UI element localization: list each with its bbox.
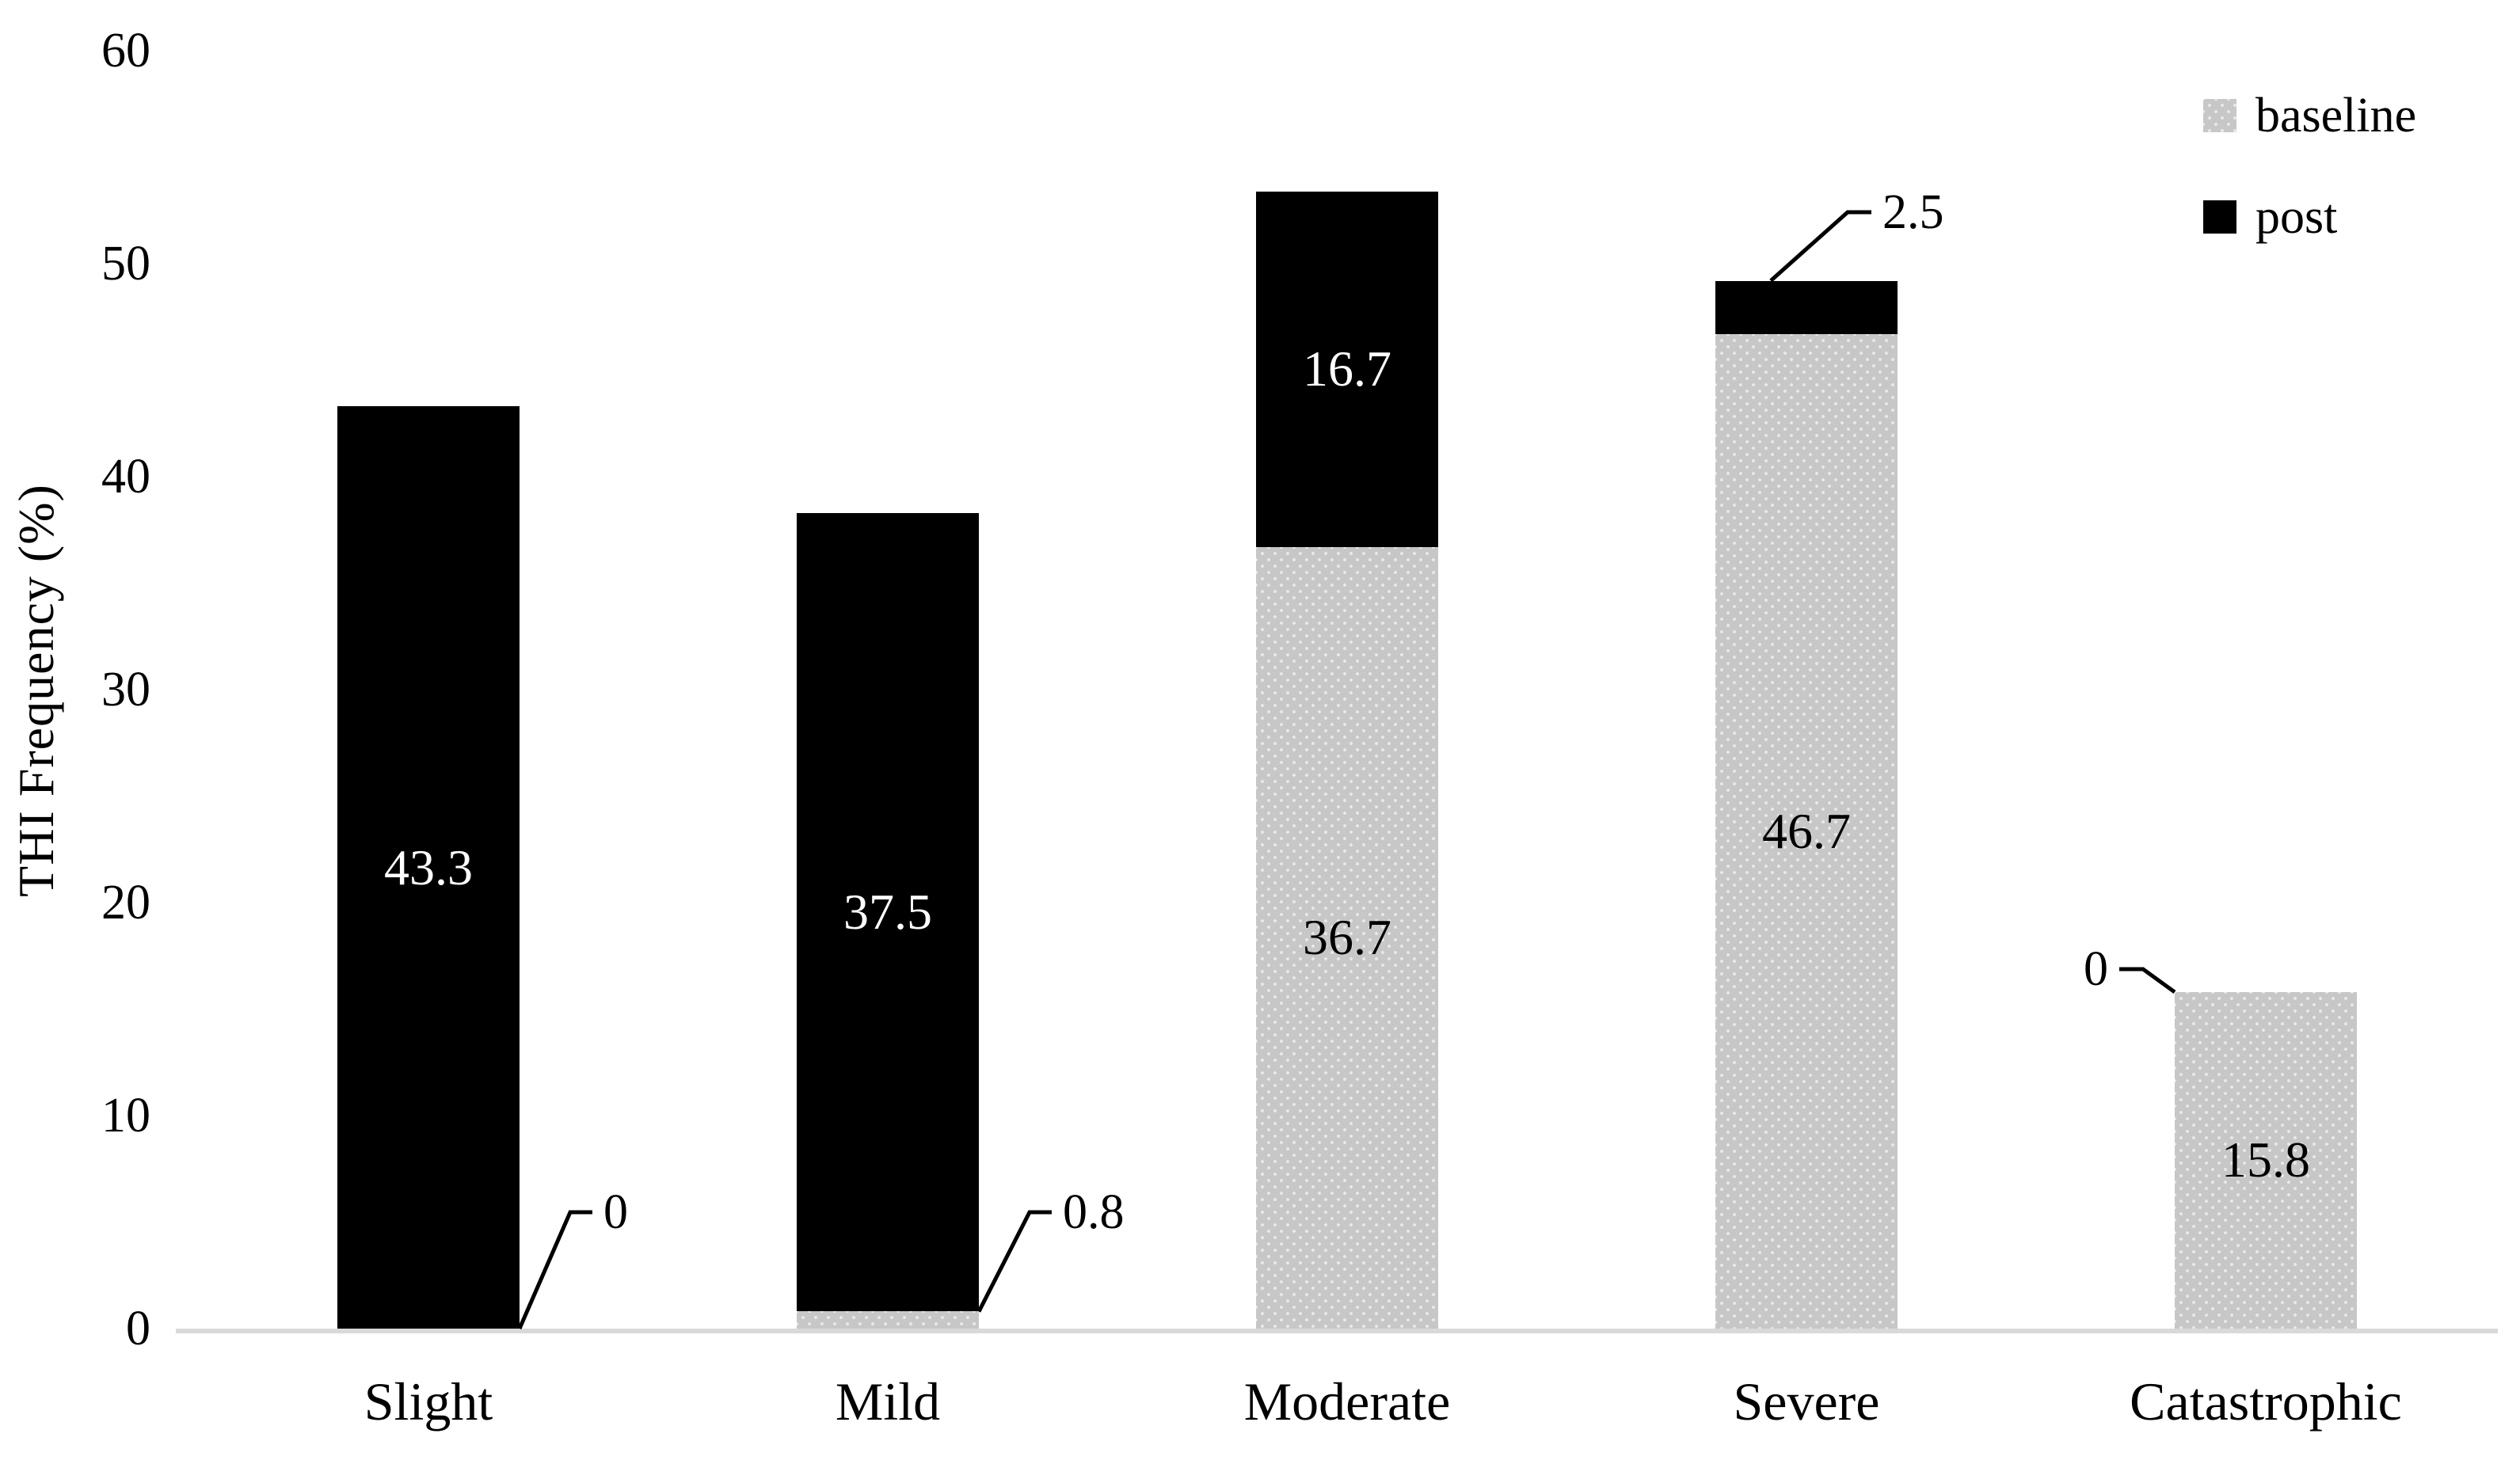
leader-line-severe-post bbox=[1769, 210, 1871, 283]
baseline-swatch-icon bbox=[2203, 99, 2236, 132]
data-label-catastrophic-baseline: 15.8 bbox=[2221, 1131, 2310, 1188]
y-tick-label-40: 40 bbox=[101, 450, 150, 504]
data-label-mild-post: 37.5 bbox=[843, 884, 932, 941]
bar-segment-catastrophic-baseline bbox=[2175, 991, 2357, 1329]
bar-segment-slight-post bbox=[337, 406, 520, 1329]
y-tick-label-30: 30 bbox=[101, 663, 150, 717]
bar-segment-mild-baseline bbox=[797, 1311, 979, 1329]
y-tick-label-0: 0 bbox=[126, 1302, 150, 1356]
callout-label-catastrophic-post: 0 bbox=[2084, 942, 2108, 996]
y-tick-label-50: 50 bbox=[101, 237, 150, 291]
x-axis-line bbox=[176, 1329, 2498, 1333]
bar-segment-moderate-post bbox=[1256, 191, 1438, 547]
data-label-slight-post: 43.3 bbox=[384, 838, 473, 896]
legend-item-baseline: baseline bbox=[2203, 87, 2416, 144]
leader-line-mild-baseline bbox=[976, 1210, 1052, 1313]
leader-line-slight-baseline bbox=[517, 1210, 592, 1329]
bar-segment-mild-post bbox=[797, 512, 979, 1312]
callout-label-mild-baseline: 0.8 bbox=[1063, 1185, 1125, 1239]
category-label-mild: Mild bbox=[835, 1371, 941, 1432]
bar-segment-severe-post bbox=[1715, 280, 1898, 334]
y-tick-label-60: 60 bbox=[101, 24, 150, 78]
data-label-moderate-post: 16.7 bbox=[1303, 340, 1391, 397]
post-swatch-icon bbox=[2203, 200, 2236, 234]
category-label-moderate: Moderate bbox=[1243, 1371, 1451, 1432]
legend-item-post: post bbox=[2203, 188, 2337, 245]
y-tick-label-10: 10 bbox=[101, 1089, 150, 1143]
leader-line-catastrophic-post bbox=[2119, 967, 2176, 994]
category-label-slight: Slight bbox=[364, 1371, 493, 1432]
category-label-catastrophic: Catastrophic bbox=[2130, 1371, 2402, 1432]
bar-segment-severe-baseline bbox=[1715, 333, 1898, 1329]
bar-segment-moderate-baseline bbox=[1256, 546, 1438, 1329]
data-label-moderate-baseline: 36.7 bbox=[1303, 909, 1391, 966]
data-label-severe-baseline: 46.7 bbox=[1762, 802, 1851, 859]
callout-label-severe-post: 2.5 bbox=[1882, 185, 1944, 239]
y-tick-label-20: 20 bbox=[101, 876, 150, 930]
category-label-severe: Severe bbox=[1733, 1371, 1880, 1432]
callout-label-slight-baseline: 0 bbox=[603, 1185, 628, 1239]
legend-label-baseline: baseline bbox=[2255, 89, 2417, 143]
legend-label-post: post bbox=[2255, 190, 2338, 244]
